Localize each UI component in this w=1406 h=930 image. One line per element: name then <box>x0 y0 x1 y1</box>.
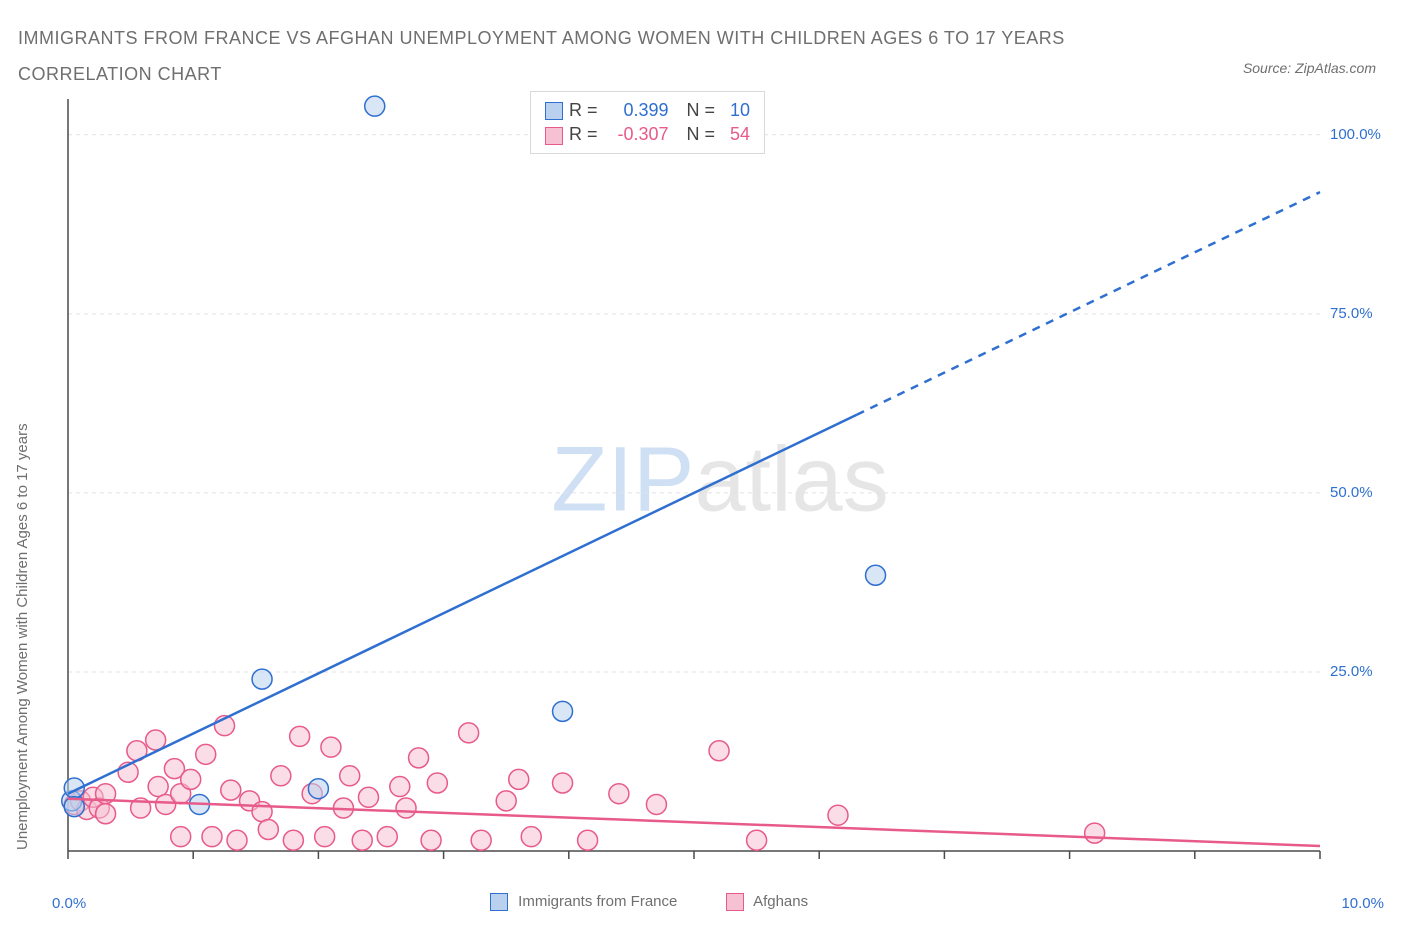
stat-n-label: N = <box>687 100 716 120</box>
x-axis-max-label: 10.0% <box>1341 895 1384 912</box>
square-icon <box>726 893 744 911</box>
bottom-legend: Immigrants from France Afghans <box>490 893 808 911</box>
stat-r-value: -0.307 <box>603 122 669 146</box>
chart-area: ZIPatlas R = 0.399N = 10R = -0.307N = 54 <box>60 95 1380 865</box>
legend-series-b: Afghans <box>753 893 808 910</box>
correlation-legend-box: R = 0.399 N = 10 R = -0.307 N = 54 <box>530 91 765 154</box>
legend-series-a: Immigrants from France <box>518 893 677 910</box>
legend-row: R = -0.307 N = 54 <box>545 122 750 146</box>
y-axis-label: Unemployment Among Women with Children A… <box>14 423 31 850</box>
stat-r-value: 0.399 <box>603 98 669 122</box>
square-icon <box>490 893 508 911</box>
square-icon <box>545 102 563 120</box>
stat-n-label: N = <box>687 124 716 144</box>
y-tick-label: 25.0% <box>1330 663 1373 680</box>
stat-r-label: R = <box>569 124 598 144</box>
legend-row: R = 0.399 N = 10 <box>545 98 750 122</box>
stat-r-label: R = <box>569 100 598 120</box>
source-label: Source: ZipAtlas.com <box>1243 60 1376 76</box>
scatter-plot <box>60 95 1380 865</box>
y-tick-label: 50.0% <box>1330 484 1373 501</box>
square-icon <box>545 127 563 145</box>
x-axis-min-label: 0.0% <box>52 895 86 912</box>
stat-n-value: 54 <box>720 122 750 146</box>
y-tick-label: 100.0% <box>1330 126 1381 143</box>
y-tick-label: 75.0% <box>1330 305 1373 322</box>
stat-n-value: 10 <box>720 98 750 122</box>
chart-title: IMMIGRANTS FROM FRANCE VS AFGHAN UNEMPLO… <box>18 20 1118 92</box>
